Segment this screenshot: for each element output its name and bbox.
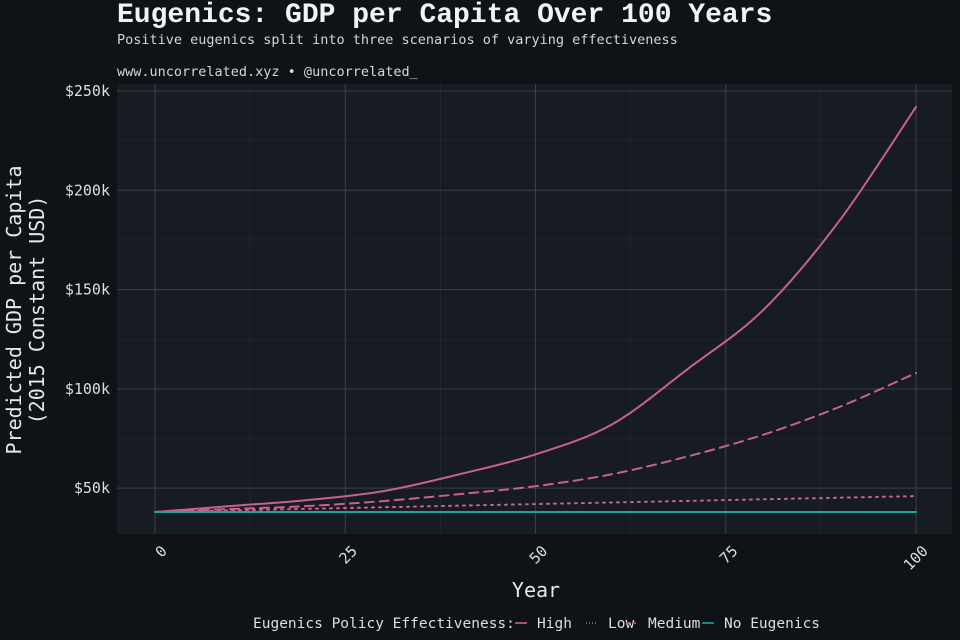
legend-item-label: No Eugenics bbox=[724, 616, 820, 632]
x-tick-label: 100 bbox=[900, 542, 932, 574]
y-axis-title-line1: Predicted GDP per Capita bbox=[2, 166, 26, 455]
series-line-high bbox=[154, 105, 917, 513]
legend: Eugenics Policy Effectiveness: High Low Med… bbox=[253, 616, 820, 632]
y-axis-title-line2: (2015 Constant USD) bbox=[25, 196, 49, 425]
x-tick-label: 75 bbox=[716, 542, 742, 568]
series-line-low bbox=[154, 495, 917, 513]
legend-item-label: Medium bbox=[648, 616, 701, 632]
x-axis-title: Year bbox=[512, 578, 560, 602]
y-axis: $50k $100k $150k $200k $250k bbox=[65, 82, 110, 497]
y-tick-label: $100k bbox=[65, 380, 110, 398]
legend-item-label: Low bbox=[608, 616, 634, 632]
y-tick-label: $200k bbox=[65, 181, 110, 199]
chart-subtitle: Positive eugenics split into three scena… bbox=[117, 32, 678, 48]
y-tick-label: $250k bbox=[65, 82, 110, 100]
legend-title: Eugenics Policy Effectiveness: bbox=[253, 616, 515, 632]
chart-title: Eugenics: GDP per Capita Over 100 Years bbox=[117, 0, 773, 31]
legend-item-label: High bbox=[537, 616, 572, 632]
y-tick-label: $150k bbox=[65, 281, 110, 299]
x-tick-label: 0 bbox=[152, 542, 171, 561]
chart-credit: www.uncorrelated.xyz • @uncorrelated_ bbox=[117, 64, 418, 80]
x-axis: 0 25 50 75 100 bbox=[152, 542, 932, 574]
plot-panel bbox=[117, 84, 952, 534]
x-tick-label: 25 bbox=[336, 542, 362, 568]
x-tick-label: 50 bbox=[526, 542, 552, 568]
grid-lines bbox=[117, 84, 952, 534]
y-tick-label: $50k bbox=[74, 479, 110, 497]
series-lines bbox=[154, 105, 917, 514]
series-line-medium bbox=[154, 371, 917, 513]
